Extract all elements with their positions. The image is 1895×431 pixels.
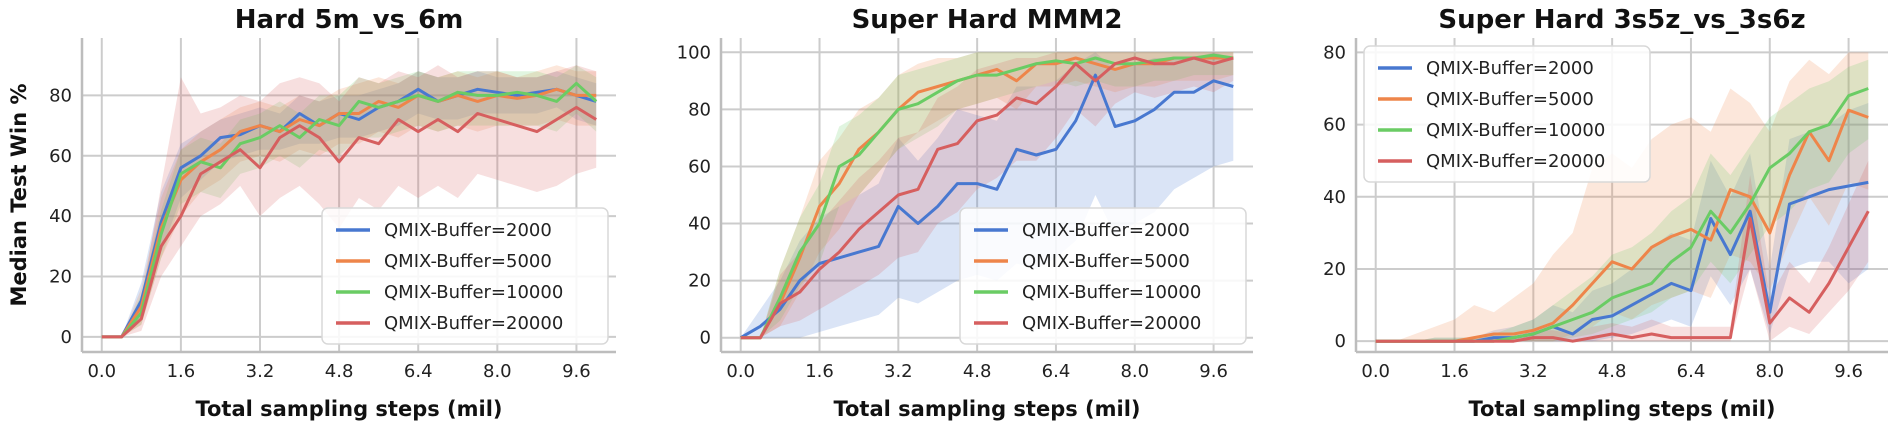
series-line-4 <box>1375 210 1870 343</box>
x-tick-label: 9.6 <box>1834 361 1863 382</box>
chart-panel-3: 0.0 1.6 3.2 4.8 6.4 8.0 9.6 0 20 40 60 80 Super Hard… <box>1323 5 1888 421</box>
x-tick-label: 6.4 <box>1677 361 1706 382</box>
y-tick-label: 0 <box>700 328 711 349</box>
x-tick-label: 4.8 <box>1598 361 1627 382</box>
legend-label-1: QMIX-Buffer=2000 <box>1426 58 1594 79</box>
x-tick-label: 0.0 <box>726 361 755 382</box>
confidence-band-1 <box>740 52 1234 338</box>
legend-box <box>1363 45 1651 183</box>
x-tick-label: 4.8 <box>963 361 992 382</box>
y-tick-label: 40 <box>1323 187 1346 208</box>
x-tick-label: 9.6 <box>562 361 591 382</box>
x-tick-label: 3.2 <box>246 361 275 382</box>
legend-label-3: QMIX-Buffer=10000 <box>384 282 563 303</box>
chart-title: Hard 5m_vs_6m <box>235 5 464 35</box>
confidence-band-3 <box>1375 59 1869 342</box>
series-line-1 <box>101 87 597 339</box>
x-tick-label: 0.0 <box>1361 361 1390 382</box>
legend-label-4: QMIX-Buffer=20000 <box>1426 151 1605 172</box>
legend-label-4: QMIX-Buffer=20000 <box>384 313 563 334</box>
legend: QMIX-Buffer=2000 QMIX-Buffer=5000 QMIX-Buf… <box>1363 45 1651 183</box>
y-tick-label: 60 <box>49 146 72 167</box>
chart-panel-1: 0.0 1.6 3.2 4.8 6.4 8.0 9.6 0 20 40 60 80 Hard 5m_vs… <box>7 5 616 421</box>
confidence-band-2 <box>101 65 597 337</box>
legend-label-4: QMIX-Buffer=20000 <box>1022 313 1201 334</box>
legend-box <box>321 207 609 345</box>
x-tick-label: 8.0 <box>1120 361 1149 382</box>
legend-label-2: QMIX-Buffer=5000 <box>384 251 552 272</box>
y-tick-label: 100 <box>677 42 711 63</box>
x-axis-label: Total sampling steps (mil) <box>195 397 502 421</box>
legend-label-2: QMIX-Buffer=5000 <box>1022 251 1190 272</box>
x-axis-label: Total sampling steps (mil) <box>1468 397 1775 421</box>
series-line-4 <box>740 56 1234 340</box>
confidence-band-3 <box>740 52 1234 338</box>
y-tick-label: 20 <box>688 271 711 292</box>
y-tick-label: 80 <box>688 99 711 120</box>
chart-title: Super Hard MMM2 <box>852 5 1123 35</box>
y-axis-label: Median Test Win % <box>7 83 31 306</box>
y-tick-label: 60 <box>688 156 711 177</box>
x-tick-label: 9.6 <box>1199 361 1228 382</box>
confidence-band-2 <box>740 52 1234 338</box>
legend-label-2: QMIX-Buffer=5000 <box>1426 89 1594 110</box>
x-axis-label: Total sampling steps (mil) <box>833 397 1140 421</box>
y-tick-label: 80 <box>49 85 72 106</box>
legend-label-1: QMIX-Buffer=2000 <box>384 220 552 241</box>
x-tick-label: 8.0 <box>483 361 512 382</box>
x-tick-label: 6.4 <box>1042 361 1071 382</box>
legend: QMIX-Buffer=2000 QMIX-Buffer=5000 QMIX-Buf… <box>959 207 1247 345</box>
y-tick-label: 20 <box>49 267 72 288</box>
x-tick-label: 4.8 <box>325 361 354 382</box>
y-tick-label: 60 <box>1323 115 1346 136</box>
legend-box <box>959 207 1247 345</box>
legend: QMIX-Buffer=2000 QMIX-Buffer=5000 QMIX-Buf… <box>321 207 609 345</box>
y-tick-label: 80 <box>1323 42 1346 63</box>
x-tick-label: 3.2 <box>884 361 913 382</box>
confidence-band-4 <box>740 52 1234 338</box>
x-tick-label: 1.6 <box>167 361 196 382</box>
y-tick-label: 20 <box>1323 259 1346 280</box>
x-tick-label: 1.6 <box>805 361 834 382</box>
y-tick-label: 40 <box>688 214 711 235</box>
confidence-band-4 <box>101 65 597 337</box>
x-tick-label: 8.0 <box>1755 361 1784 382</box>
y-tick-label: 40 <box>49 206 72 227</box>
chart-title: Super Hard 3s5z_vs_3s6z <box>1438 5 1805 35</box>
confidence-band-2 <box>1375 52 1869 342</box>
x-tick-label: 6.4 <box>404 361 433 382</box>
legend-label-1: QMIX-Buffer=2000 <box>1022 220 1190 241</box>
y-tick-label: 0 <box>61 327 72 348</box>
legend-label-3: QMIX-Buffer=10000 <box>1426 120 1605 141</box>
series-line-3 <box>101 81 598 339</box>
series-line-4 <box>101 105 597 339</box>
legend-label-3: QMIX-Buffer=10000 <box>1022 282 1201 303</box>
x-tick-label: 1.6 <box>1440 361 1469 382</box>
x-tick-label: 3.2 <box>1519 361 1548 382</box>
y-tick-label: 0 <box>1335 331 1346 352</box>
x-tick-label: 0.0 <box>87 361 116 382</box>
chart-panel-2: 0.0 1.6 3.2 4.8 6.4 8.0 9.6 0 20 40 60 80 100 Super H… <box>677 5 1253 421</box>
series-line-1 <box>739 73 1234 339</box>
confidence-band-4 <box>1375 160 1869 342</box>
